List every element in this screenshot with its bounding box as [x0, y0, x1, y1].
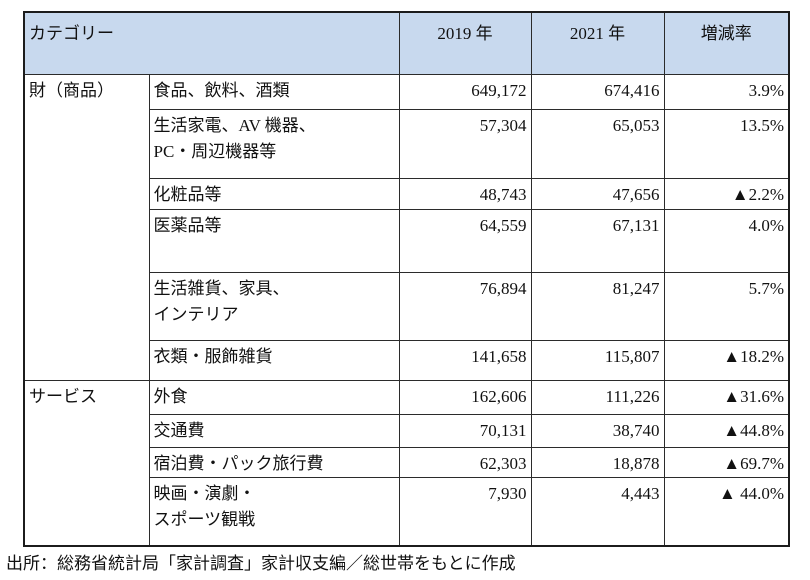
header-rate-cell: 増減率	[663, 11, 790, 75]
item-cell: 交通費	[148, 413, 400, 448]
item-line: 交通費	[153, 420, 205, 440]
item-line: 宿泊費・パック旅行費	[153, 453, 324, 473]
item-line: 衣類・服飾雑貨	[153, 346, 273, 366]
item-line: 映画・演劇・	[153, 483, 256, 503]
value-2021-cell: 47,656	[530, 177, 665, 210]
spending-table-container: カテゴリー 2019 年 2021 年 増減率 財（商品） 食品、飲料、酒類 6…	[23, 11, 790, 547]
value-2019-cell: 649,172	[398, 73, 532, 110]
value-2021-cell: 67,131	[530, 208, 665, 273]
table-row: サービス 外食 162,606 111,226 ▲31.6%	[23, 379, 790, 547]
table-header-row: カテゴリー 2019 年 2021 年 増減率	[23, 11, 790, 75]
table-row: 化粧品等 48,743 47,656 ▲2.2%	[24, 177, 790, 210]
value-2019-cell: 48,743	[398, 177, 532, 210]
item-cell: 食品、飲料、酒類	[148, 73, 400, 110]
table-row: 映画・演劇・ スポーツ観戦 7,930 4,443 ▲ 44.0%	[24, 476, 790, 547]
value-2021-cell: 65,053	[530, 108, 665, 179]
rate-cell: 5.7%	[663, 271, 790, 341]
item-cell: 映画・演劇・ スポーツ観戦	[148, 476, 400, 547]
rate-cell: 13.5%	[663, 108, 790, 179]
value-2021-cell: 38,740	[530, 413, 665, 448]
item-line: スポーツ観戦	[153, 509, 256, 529]
table-row: 衣類・服飾雑貨 141,658 115,807 ▲18.2%	[24, 339, 790, 381]
value-2021-cell: 81,247	[530, 271, 665, 341]
value-2019-cell: 162,606	[398, 379, 532, 415]
rate-cell: ▲44.8%	[663, 413, 790, 448]
item-line: 化粧品等	[153, 184, 222, 204]
value-2019-cell: 57,304	[398, 108, 532, 179]
item-cell: 衣類・服飾雑貨	[148, 339, 400, 381]
header-2021-cell: 2021 年	[530, 11, 665, 75]
rate-cell: 3.9%	[663, 73, 790, 110]
item-line: 医薬品等	[153, 215, 222, 235]
value-2021-cell: 111,226	[530, 379, 665, 415]
item-cell: 外食	[148, 379, 400, 415]
value-2019-cell: 62,303	[398, 446, 532, 478]
rate-cell: ▲2.2%	[663, 177, 790, 210]
source-note: 出所：総務省統計局「家計調査」家計収支編／総世帯をもとに作成	[6, 554, 516, 573]
item-line: 外食	[153, 386, 188, 406]
item-cell: 生活家電、AV 機器、 PC・周辺機器等	[148, 108, 400, 179]
item-line: 生活雑貨、家具、	[153, 278, 290, 298]
group-cell-services: サービス	[23, 379, 150, 547]
value-2019-cell: 141,658	[398, 339, 532, 381]
spending-table: カテゴリー 2019 年 2021 年 増減率 財（商品） 食品、飲料、酒類 6…	[23, 11, 790, 547]
value-2019-cell: 76,894	[398, 271, 532, 341]
value-2021-cell: 4,443	[530, 476, 665, 547]
item-line: PC・周辺機器等	[153, 141, 277, 161]
item-cell: 生活雑貨、家具、 インテリア	[148, 271, 400, 341]
rate-cell: ▲69.7%	[663, 446, 790, 478]
item-cell: 宿泊費・パック旅行費	[148, 446, 400, 478]
table-row: 宿泊費・パック旅行費 62,303 18,878 ▲69.7%	[24, 446, 790, 478]
value-2019-cell: 7,930	[398, 476, 532, 547]
value-2019-cell: 64,559	[398, 208, 532, 273]
item-line: 生活家電、AV 機器、	[153, 115, 316, 135]
value-2021-cell: 674,416	[530, 73, 665, 110]
table-row: 財（商品） 食品、飲料、酒類 649,172 674,416 3.9%	[23, 73, 790, 381]
item-line: 食品、飲料、酒類	[153, 80, 290, 100]
item-cell: 化粧品等	[148, 177, 400, 210]
rate-cell: ▲18.2%	[663, 339, 790, 381]
value-2021-cell: 115,807	[530, 339, 665, 381]
value-2021-cell: 18,878	[530, 446, 665, 478]
table-row: 生活家電、AV 機器、 PC・周辺機器等 57,304 65,053 13.5%	[24, 108, 790, 179]
rate-cell: ▲31.6%	[663, 379, 790, 415]
rate-cell: ▲ 44.0%	[663, 476, 790, 547]
item-line: インテリア	[153, 304, 239, 324]
header-2019-cell: 2019 年	[398, 11, 532, 75]
value-2019-cell: 70,131	[398, 413, 532, 448]
rate-cell: 4.0%	[663, 208, 790, 273]
group-cell-goods: 財（商品）	[23, 73, 150, 381]
item-cell: 医薬品等	[148, 208, 400, 273]
header-category-cell: カテゴリー	[23, 11, 400, 75]
